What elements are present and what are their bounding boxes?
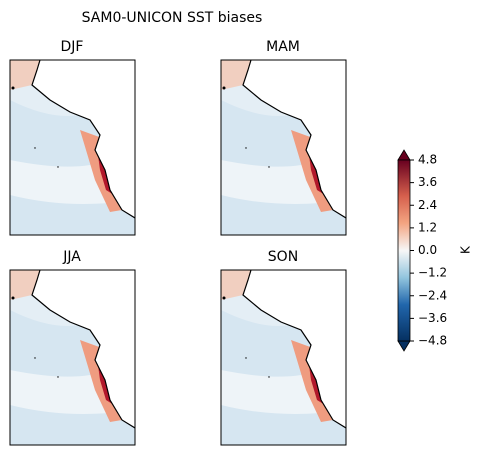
figure-title: SAM0-UNICON SST biases	[82, 10, 263, 26]
colorbar-tick-label: 3.6	[418, 175, 437, 189]
colorbar-tick-label: −2.4	[418, 288, 447, 302]
panel-title: SON	[268, 249, 298, 265]
panel: MAM	[220, 39, 347, 236]
colorbar-extend	[397, 149, 411, 161]
colorbar-tick-label: 1.2	[418, 220, 437, 234]
panel-title: JJA	[62, 249, 81, 265]
panel: SON	[220, 249, 347, 446]
colorbar-tick-label: −3.6	[418, 311, 447, 325]
panel: DJF	[9, 39, 136, 236]
colorbar-tick-label: 4.8	[418, 153, 437, 167]
panel-title: MAM	[266, 39, 300, 55]
colorbar	[397, 159, 411, 342]
colorbar-label: K	[459, 245, 473, 254]
colorbar-tick-label: 0.0	[418, 243, 437, 257]
colorbar-tick-label: −4.8	[418, 334, 447, 348]
panel: JJA	[9, 249, 136, 446]
panel-title: DJF	[61, 39, 84, 55]
colorbar-tick-label: −1.2	[418, 266, 447, 280]
colorbar-extend	[397, 340, 411, 352]
colorbar-tick-label: 2.4	[418, 198, 437, 212]
